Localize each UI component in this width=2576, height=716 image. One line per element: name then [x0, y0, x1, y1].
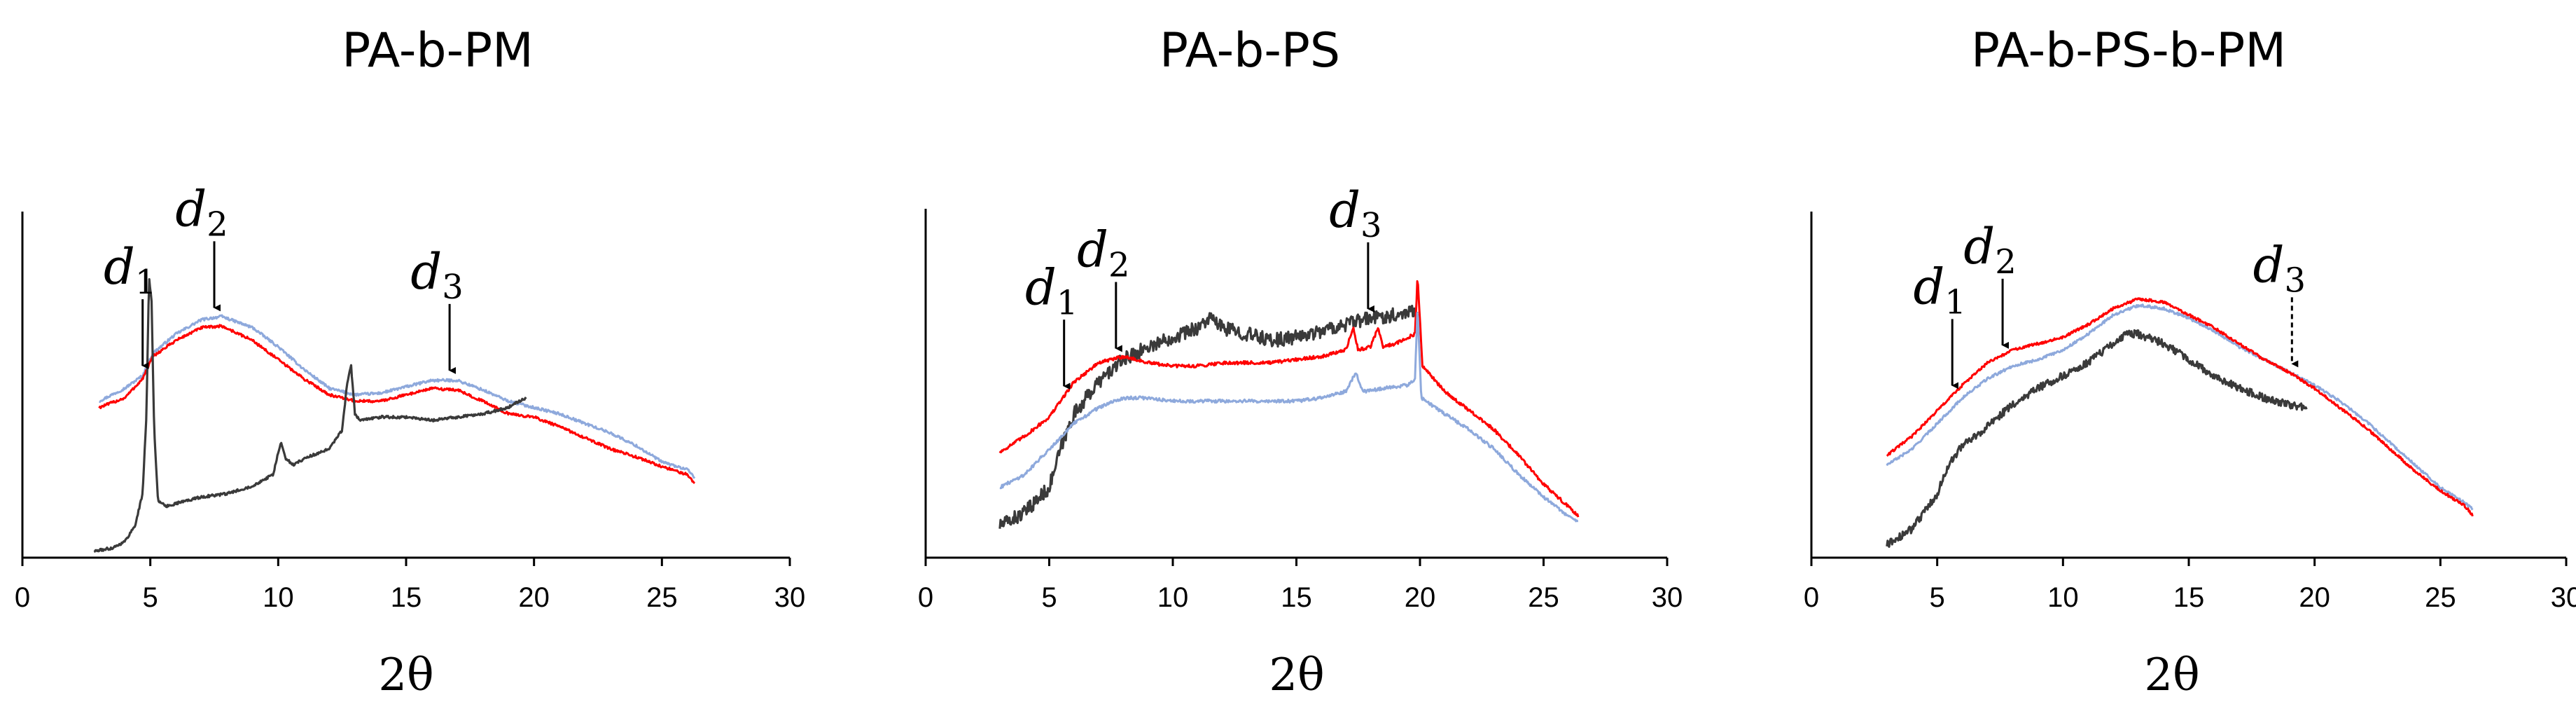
x-tick-label: 5: [1041, 582, 1057, 613]
x-tick-label: 10: [263, 582, 294, 613]
series-red-line: [1886, 297, 2474, 517]
series-blue-line: [1886, 303, 2474, 511]
plot-area: [998, 280, 1580, 529]
x-tick-label: 20: [518, 582, 550, 613]
x-tick-label: 15: [1281, 582, 1312, 613]
series-black-line: [998, 305, 1419, 529]
panel-title: PA-b-PS: [1160, 23, 1340, 78]
x-tick-label: 30: [2551, 582, 2576, 613]
panel-title: PA-b-PS-b-PM: [1971, 23, 2286, 78]
x-tick-label: 15: [391, 582, 422, 613]
panel-title: PA-b-PM: [342, 23, 534, 78]
x-axis-ticks: 0 5 10 15 20 25 30: [15, 558, 805, 613]
d-1-label: d1: [104, 238, 156, 302]
series-red-line: [998, 280, 1580, 518]
plot-area: [1886, 297, 2474, 548]
d-3-label: d3: [1329, 181, 1381, 245]
x-tick-label: 30: [774, 582, 806, 613]
x-tick-label: 25: [646, 582, 678, 613]
x-tick-label: 10: [2047, 582, 2079, 613]
d-2-label: d2: [1963, 218, 2016, 282]
x-tick-label: 5: [143, 582, 158, 613]
x-axis-label: 2θ: [378, 649, 433, 701]
d-1-label: d1: [1025, 259, 1078, 322]
series-blue-line: [999, 312, 1579, 523]
x-tick-label: 15: [2173, 582, 2205, 613]
plot-area: [93, 278, 696, 553]
series-red-line: [98, 324, 696, 484]
series-black-line: [93, 278, 527, 553]
x-tick-label: 25: [1528, 582, 1559, 613]
x-axis-ticks: 0 5 10 15 20 25 30: [1804, 558, 2576, 613]
x-tick-label: 25: [2425, 582, 2456, 613]
d-1-label: d1: [1914, 258, 1966, 322]
x-tick-label: 0: [1804, 582, 1819, 613]
x-axis-label: 2θ: [2144, 649, 2199, 701]
x-tick-label: 20: [2299, 582, 2330, 613]
x-tick-label: 10: [1157, 582, 1189, 613]
x-tick-label: 30: [1652, 582, 1683, 613]
d-2-label: d2: [175, 180, 228, 244]
x-tick-label: 0: [15, 582, 30, 613]
panel-pa-b-pm: PA-b-PM 0 5 10 15 20 25 30 d1 d2 d3 2θ: [15, 23, 805, 701]
series-black-line: [1886, 329, 2308, 548]
d-2-label: d2: [1077, 221, 1129, 284]
x-tick-label: 20: [1405, 582, 1436, 613]
d-3-label: d3: [2253, 236, 2306, 300]
x-axis-label: 2θ: [1269, 649, 1324, 701]
x-tick-label: 0: [918, 582, 933, 613]
series-blue-line: [99, 314, 696, 479]
x-axis-ticks: 0 5 10 15 20 25 30: [918, 558, 1683, 613]
peak-annotations: d1 d2 d3: [104, 180, 464, 374]
d-3-label: d3: [410, 243, 463, 307]
x-tick-label: 5: [1930, 582, 1945, 613]
